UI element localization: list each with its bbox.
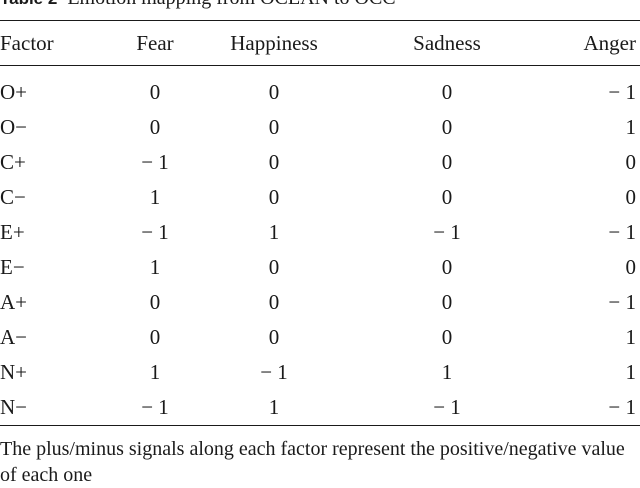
cell-sadness: 0: [441, 150, 453, 174]
cell-anger: − 1: [608, 290, 636, 314]
cell-factor: E−: [0, 255, 25, 279]
table-bottom-rule: [0, 425, 640, 426]
cell-anger: 0: [625, 185, 637, 209]
cell-factor: E+: [0, 220, 25, 244]
cell-anger: − 1: [608, 395, 636, 419]
cell-sadness: 0: [441, 80, 453, 104]
cell-factor: O+: [0, 80, 28, 104]
cell-sadness: − 1: [433, 220, 461, 244]
cell-sadness: 0: [441, 255, 453, 279]
table-caption-text: Emotion mapping from OCEAN to OCC: [67, 0, 395, 9]
cell-fear: 1: [149, 360, 161, 384]
header-fear: Fear: [136, 31, 174, 55]
cell-happiness: 1: [268, 220, 280, 244]
cell-anger: − 1: [608, 80, 636, 104]
header-factor: Factor: [0, 31, 54, 55]
cell-happiness: 0: [268, 325, 280, 349]
cell-happiness: 1: [268, 395, 280, 419]
cell-factor: C+: [0, 150, 26, 174]
header-happiness: Happiness: [230, 31, 318, 55]
cell-fear: − 1: [141, 150, 169, 174]
cell-sadness: 0: [441, 115, 453, 139]
table-caption: Table 2 Emotion mapping from OCEAN to OCC: [0, 0, 396, 10]
cell-fear: − 1: [141, 395, 169, 419]
cell-anger: 0: [625, 150, 637, 174]
cell-factor: N+: [0, 360, 28, 384]
cell-fear: 0: [149, 80, 161, 104]
cell-sadness: − 1: [433, 395, 461, 419]
cell-happiness: 0: [268, 80, 280, 104]
cell-factor: N−: [0, 395, 28, 419]
table-header-rule: [0, 65, 640, 66]
cell-fear: 1: [149, 255, 161, 279]
cell-factor: O−: [0, 115, 28, 139]
cell-sadness: 0: [441, 185, 453, 209]
cell-anger: − 1: [608, 220, 636, 244]
cell-fear: − 1: [141, 220, 169, 244]
cell-anger: 1: [625, 325, 637, 349]
cell-anger: 1: [625, 115, 637, 139]
table-footnote: The plus/minus signals along each factor…: [0, 438, 625, 486]
cell-factor: A−: [0, 325, 28, 349]
cell-factor: A+: [0, 290, 28, 314]
table-caption-label: Table 2: [0, 0, 57, 8]
cell-fear: 0: [149, 290, 161, 314]
cell-fear: 0: [149, 325, 161, 349]
cell-happiness: 0: [268, 255, 280, 279]
cell-anger: 1: [625, 360, 637, 384]
cell-sadness: 0: [441, 290, 453, 314]
cell-happiness: − 1: [260, 360, 288, 384]
cell-sadness: 0: [441, 325, 453, 349]
cell-happiness: 0: [268, 150, 280, 174]
header-anger: Anger: [583, 31, 636, 55]
header-sadness: Sadness: [413, 31, 481, 55]
cell-sadness: 1: [441, 360, 453, 384]
cell-factor: C−: [0, 185, 26, 209]
cell-fear: 0: [149, 115, 161, 139]
cell-happiness: 0: [268, 185, 280, 209]
cell-happiness: 0: [268, 115, 280, 139]
cell-fear: 1: [149, 185, 161, 209]
cell-happiness: 0: [268, 290, 280, 314]
table-top-rule: [0, 20, 640, 21]
cell-anger: 0: [625, 255, 637, 279]
